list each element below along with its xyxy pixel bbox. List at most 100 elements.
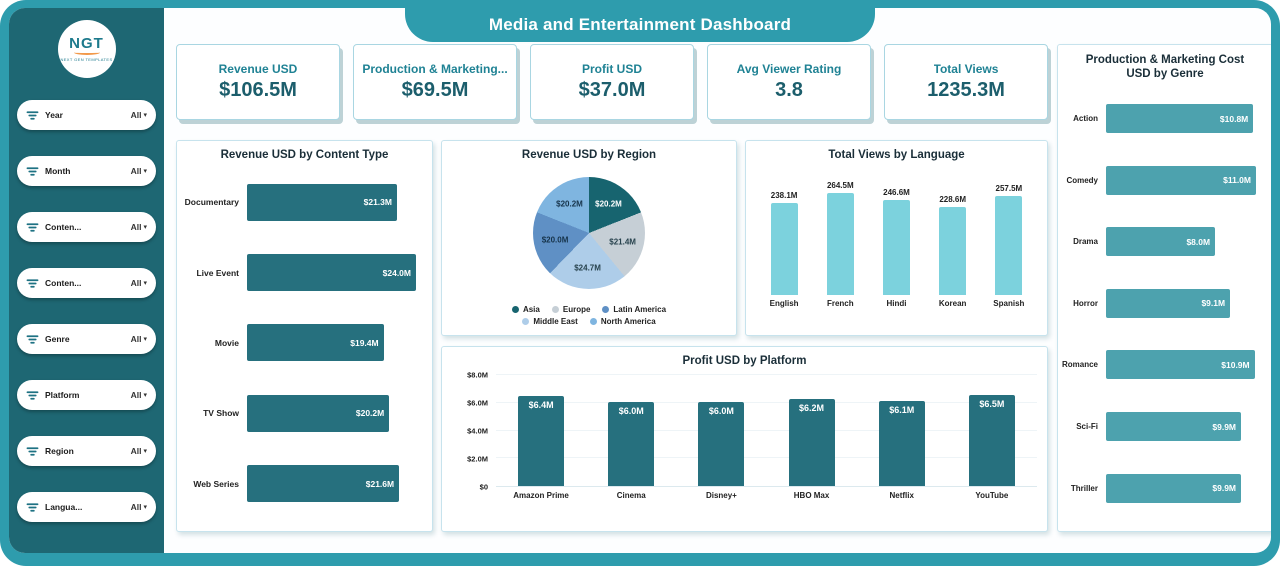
filter-icon	[26, 277, 39, 290]
value-label: $6.4M	[528, 400, 554, 411]
bar-movie[interactable]: $19.4M	[247, 324, 384, 362]
chart-title: Revenue USD by Region	[521, 149, 657, 161]
filter-conten-2[interactable]: Conten... All ▾	[17, 212, 156, 242]
bar-amazon-prime[interactable]: $6.4M	[518, 396, 565, 486]
profit-by-platform-bars: $0 $2.0M $4.0M $6.0M $8.0M $6.4M $6.0M $6.0M $6.…	[442, 371, 1047, 500]
category-label: Live Event	[196, 267, 239, 278]
legend-item-asia[interactable]: Asia	[511, 305, 540, 314]
value-label: $9.9M	[1212, 421, 1236, 432]
kpi-label: Production & Marketing...	[362, 62, 508, 76]
filter-value: All	[130, 334, 142, 344]
bar-netflix[interactable]: $6.1M	[878, 400, 925, 486]
legend-item-middle-east[interactable]: Middle East	[522, 317, 578, 326]
value-label: 257.5M	[995, 183, 1023, 193]
bar-sci-fi[interactable]: $9.9M	[1106, 412, 1241, 442]
chevron-down-icon[interactable]: ▾	[143, 391, 147, 399]
filter-genre-4[interactable]: Genre All ▾	[17, 324, 156, 354]
bar-documentary[interactable]: $21.3M	[247, 183, 397, 221]
bar-col-netflix: $6.1M	[862, 400, 942, 486]
value-label: $10.9M	[1221, 359, 1250, 370]
bar-track: $9.9M	[1106, 412, 1256, 442]
chevron-down-icon[interactable]: ▾	[143, 503, 147, 511]
bar-row-movie: Movie $19.4M	[179, 324, 422, 362]
filter-label: Region	[45, 446, 74, 456]
value-label: $8.0M	[1186, 236, 1211, 247]
category-axis: Amazon Prime Cinema Disney+ HBO Max Netflix Y…	[496, 491, 1037, 500]
bar-disney[interactable]: $6.0M	[698, 402, 745, 486]
bar-horror[interactable]: $9.1M	[1106, 288, 1231, 318]
bar-romance[interactable]: $10.9M	[1106, 350, 1255, 380]
chart-body: $0 $2.0M $4.0M $6.0M $8.0M $6.4M $6.0M $6.0M $6.…	[452, 371, 1037, 492]
bar-french[interactable]	[826, 193, 854, 295]
filter-label: Platform	[45, 390, 80, 400]
chevron-down-icon[interactable]: ▾	[143, 223, 147, 231]
dashboard-canvas: Media and Entertainment Dashboard NGT NE…	[9, 8, 1271, 553]
legend-item-europe[interactable]: Europe	[551, 305, 590, 314]
legend-item-latin-america[interactable]: Latin America	[602, 305, 666, 314]
bar-tv-show[interactable]: $20.2M	[247, 394, 390, 432]
value-label: 238.1M	[770, 191, 798, 201]
filter-month-1[interactable]: Month All ▾	[17, 156, 156, 186]
bar-thriller[interactable]: $9.9M	[1106, 473, 1241, 503]
category-label: Hindi	[886, 299, 907, 308]
y-tick: $4.0M	[467, 426, 488, 436]
filter-label: Langua...	[45, 502, 83, 512]
filter-langua-7[interactable]: Langua... All ▾	[17, 492, 156, 522]
value-label: $19.4M	[350, 337, 379, 348]
filter-value: All	[130, 278, 142, 288]
chevron-down-icon[interactable]: ▾	[143, 335, 147, 343]
total-views-bars: 238.1M 264.5M 246.6M 228.6M 257.5M English Fre…	[746, 179, 1047, 308]
revenue-by-region-pie: $20.2M $21.4M $24.7M $20.0M $20.2M	[442, 161, 736, 305]
kpi-value: 1235.3M	[927, 79, 1005, 101]
category-label: Spanish	[993, 299, 1025, 308]
bar-youtube[interactable]: $6.5M	[968, 395, 1015, 486]
bar-row-sci-fi: Sci-Fi $9.9M	[1060, 412, 1262, 442]
bar-action[interactable]: $10.8M	[1106, 104, 1254, 134]
value-label: $24.0M	[382, 267, 411, 278]
chart-title: Production & Marketing Cost USD by Genre	[1085, 54, 1245, 81]
bar-comedy[interactable]: $11.0M	[1106, 165, 1256, 195]
legend-dot	[589, 318, 597, 325]
legend-dot	[551, 306, 559, 313]
bar-hindi[interactable]	[882, 199, 910, 295]
gridline	[496, 457, 1037, 459]
legend-item-north-america[interactable]: North America	[589, 317, 656, 326]
category-label: Documentary	[184, 197, 239, 208]
y-tick: $8.0M	[467, 370, 488, 380]
value-label: $6.5M	[979, 399, 1005, 409]
value-label: $9.1M	[1201, 298, 1226, 309]
cost-by-genre-bars: Action $10.8M Comedy $11.0M Drama $8.0M Horror…	[1058, 82, 1271, 531]
kpi-value: $69.5M	[401, 79, 469, 101]
bar-web-series[interactable]: $21.6M	[247, 465, 400, 503]
chevron-down-icon[interactable]: ▾	[143, 447, 147, 455]
bar-row-horror: Horror $9.1M	[1060, 288, 1262, 318]
y-axis: $0 $2.0M $4.0M $6.0M $8.0M	[452, 371, 496, 492]
chevron-down-icon[interactable]: ▾	[143, 167, 147, 175]
bar-spanish[interactable]	[995, 195, 1023, 295]
chevron-down-icon[interactable]: ▾	[143, 279, 147, 287]
bar-drama[interactable]: $8.0M	[1106, 227, 1216, 257]
filter-region-6[interactable]: Region All ▾	[17, 436, 156, 466]
bar-track: $10.8M	[1106, 104, 1256, 134]
bar-english[interactable]	[770, 203, 798, 295]
category-label: Amazon Prime	[513, 491, 569, 500]
bar-live-event[interactable]: $24.0M	[247, 254, 416, 292]
kpi-card-revenue-usd: Revenue USD $106.5M	[176, 44, 340, 120]
value-label: $6.0M	[618, 406, 644, 416]
bar-cinema[interactable]: $6.0M	[608, 402, 655, 486]
kpi-value: 3.8	[775, 79, 803, 101]
bar-row-tv-show: TV Show $20.2M	[179, 394, 422, 432]
bar-korean[interactable]	[939, 206, 967, 295]
bar-hbo-max[interactable]: $6.2M	[788, 399, 835, 486]
chevron-down-icon[interactable]: ▾	[143, 111, 147, 119]
plot-area: $6.4M $6.0M $6.0M $6.2M $6.1M $6.5M	[496, 374, 1037, 487]
filter-year-0[interactable]: Year All ▾	[17, 100, 156, 130]
slice-label-latin-america: $20.0M	[541, 235, 569, 245]
bar-track: $20.2M	[247, 394, 416, 432]
filter-list: Year All ▾ Month All ▾ Conten... All ▾ Conten... A…	[9, 80, 164, 522]
pie[interactable]: $20.2M $21.4M $24.7M $20.0M $20.2M	[533, 177, 645, 289]
category-label: Web Series	[193, 478, 239, 489]
slice-label-europe: $21.4M	[609, 237, 636, 247]
filter-conten-3[interactable]: Conten... All ▾	[17, 268, 156, 298]
filter-platform-5[interactable]: Platform All ▾	[17, 380, 156, 410]
